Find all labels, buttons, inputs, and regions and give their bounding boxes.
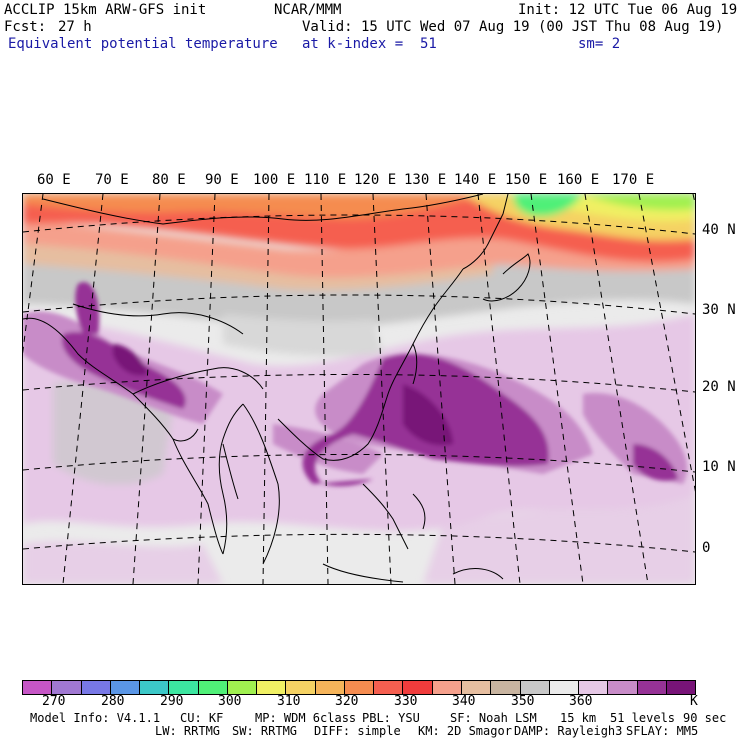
colorbar-label: 310 (277, 694, 301, 709)
colorbar (22, 680, 696, 695)
model-info-km: KM: 2D Smagor (418, 724, 512, 738)
lat-label: 30 N (702, 302, 736, 318)
colorbar-swatch (81, 681, 111, 694)
lon-label: 130 E (404, 172, 447, 188)
model-info-cu: CU: KF (180, 711, 224, 725)
colorbar-swatch (666, 681, 696, 694)
graticule (23, 194, 695, 584)
colorbar-swatch (461, 681, 492, 694)
theta-e-map (22, 193, 696, 585)
model-info-version: Model Info: V4.1.1 (30, 711, 161, 725)
colorbar-swatch (23, 681, 53, 694)
model-info-diff: DIFF: simple (314, 724, 401, 738)
model-info-timestep: 90 sec (683, 711, 727, 725)
valid-time: Valid: 15 UTC Wed 07 Aug 19 (00 JST Thu … (302, 19, 724, 35)
model-info-lw: LW: RRTMG (155, 724, 221, 738)
model-info-mp: MP: WDM 6class (255, 711, 357, 725)
lon-label: 90 E (205, 172, 239, 188)
lat-label: 40 N (702, 222, 736, 238)
smoothing: sm= 2 (578, 36, 621, 52)
lon-label: 70 E (95, 172, 129, 188)
colorbar-label: 280 (101, 694, 125, 709)
lon-label: 110 E (304, 172, 347, 188)
colorbar-label: 350 (511, 694, 535, 709)
colorbar-label: 270 (42, 694, 66, 709)
coastlines (23, 194, 531, 583)
colorbar-label: 320 (335, 694, 359, 709)
model-info-sflay: SFLAY: MM5 (626, 724, 699, 738)
colorbar-swatch (491, 681, 521, 694)
colorbar-label: 340 (452, 694, 476, 709)
colorbar-swatch (637, 681, 667, 694)
colorbar-swatch (227, 681, 258, 694)
colorbar-swatch (432, 681, 462, 694)
colorbar-swatch (520, 681, 550, 694)
colorbar-swatch (257, 681, 287, 694)
lon-label: 120 E (354, 172, 397, 188)
model-info-damp: DAMP: Rayleigh3 (514, 724, 623, 738)
colorbar-swatch (549, 681, 580, 694)
field-name: Equivalent potential temperature (8, 36, 278, 52)
colorbar-label: 290 (160, 694, 184, 709)
level-index: at k-index = 51 (302, 36, 437, 52)
colorbar-swatch (286, 681, 316, 694)
lon-label: 150 E (505, 172, 548, 188)
colorbar-swatch (140, 681, 170, 694)
colorbar-swatch (608, 681, 638, 694)
colorbar-swatch (403, 681, 433, 694)
lat-label: 0 (702, 540, 711, 556)
colorbar-label: 330 (394, 694, 418, 709)
colorbar-swatch (110, 681, 141, 694)
colorbar-swatch (52, 681, 82, 694)
map-canvas (23, 194, 695, 584)
model-info-resolution: 15 km (560, 711, 597, 725)
colorbar-label: 300 (218, 694, 242, 709)
lat-label: 10 N (702, 459, 736, 475)
forecast-hours: 27 h (58, 19, 92, 35)
lon-label: 80 E (152, 172, 186, 188)
colorbar-label: 360 (569, 694, 593, 709)
model-info-sf: SF: Noah LSM (450, 711, 537, 725)
colorbar-swatch (579, 681, 609, 694)
lon-label: 60 E (37, 172, 71, 188)
lat-label: 20 N (702, 379, 736, 395)
colorbar-swatch (315, 681, 345, 694)
colorbar-swatch (344, 681, 375, 694)
lon-label: 160 E (557, 172, 600, 188)
colorbar-swatch (169, 681, 199, 694)
lon-label: 170 E (612, 172, 655, 188)
forecast-label: Fcst: (4, 19, 47, 35)
model-info-levels: 51 levels (610, 711, 676, 725)
init-time: Init: 12 UTC Tue 06 Aug 19 (518, 2, 738, 18)
lon-label: 100 E (253, 172, 296, 188)
colorbar-unit: K (690, 694, 698, 709)
model-info-sw: SW: RRTMG (232, 724, 298, 738)
model-info-pbl: PBL: YSU (362, 711, 420, 725)
colorbar-swatch (374, 681, 404, 694)
institution: NCAR/MMM (274, 2, 342, 18)
model-title: ACCLIP 15km ARW-GFS init (4, 2, 207, 18)
lon-label: 140 E (454, 172, 497, 188)
colorbar-swatch (198, 681, 228, 694)
